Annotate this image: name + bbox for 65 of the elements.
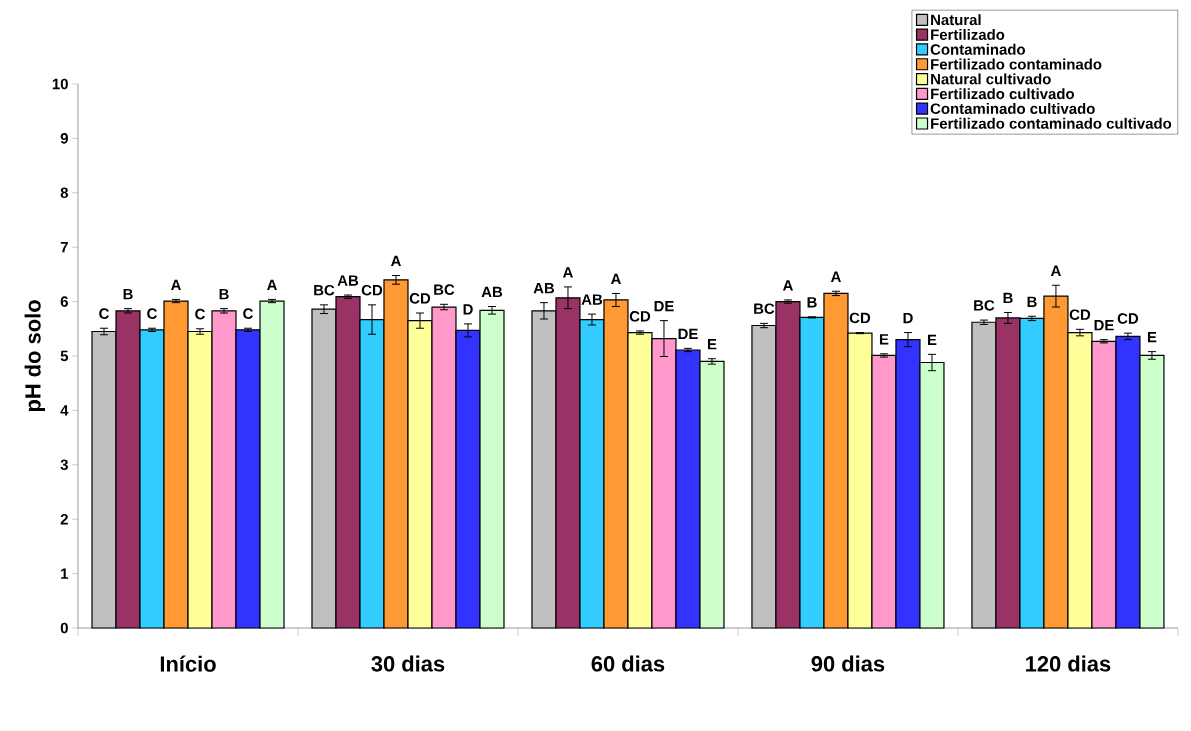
y-tick-label: 7	[60, 242, 68, 253]
x-tick-label: 120 dias	[1026, 655, 1111, 672]
data-label: C	[99, 308, 109, 319]
data-label: E	[927, 334, 937, 345]
y-tick-label: 8	[60, 187, 69, 199]
data-label: CD	[629, 311, 651, 322]
data-label: C	[195, 308, 205, 320]
data-label: C	[147, 308, 157, 319]
legend-label: Fertilizado cultivado	[931, 88, 1075, 100]
y-axis-title: pH do solo	[24, 300, 46, 412]
data-label: DE	[654, 300, 674, 312]
data-label: CD	[849, 312, 871, 324]
data-label: B	[807, 297, 817, 308]
data-label: B	[1027, 296, 1037, 307]
legend-label: Natural cultivado	[931, 73, 1051, 85]
data-label: DE	[1094, 320, 1114, 331]
legend-label: Natural	[931, 14, 981, 26]
data-label: CD	[1069, 309, 1091, 320]
data-label: AB	[533, 283, 555, 294]
data-label: CD	[361, 284, 383, 296]
data-label: B	[219, 289, 229, 300]
data-label: B	[123, 289, 133, 300]
legend-label: Fertilizado	[931, 28, 1005, 40]
y-tick-label: 6	[60, 296, 68, 307]
data-label: E	[1147, 331, 1157, 343]
data-label: D	[903, 312, 913, 324]
data-label: A	[830, 271, 841, 282]
data-label: A	[610, 273, 621, 285]
legend-label: Fertilizado contaminado	[931, 58, 1102, 70]
data-label: A	[266, 279, 277, 291]
y-tick-label: 2	[60, 513, 68, 525]
data-label: CD	[1117, 313, 1139, 324]
data-label: A	[170, 279, 181, 291]
data-label: CD	[409, 293, 431, 304]
data-label: BC	[314, 284, 335, 296]
y-tick-label: 5	[60, 350, 69, 362]
y-tick-label: 3	[60, 459, 68, 471]
legend-label: Contaminado	[930, 43, 1026, 55]
data-label: A	[1050, 265, 1061, 276]
data-label: DE	[678, 328, 698, 340]
legend-label: Contaminado cultivado	[930, 103, 1095, 114]
data-label: BC	[754, 303, 775, 314]
legend-label: Fertilizado contaminado cultivado	[931, 117, 1172, 129]
data-label: B	[1003, 292, 1013, 304]
y-tick-label: 9	[60, 133, 68, 144]
y-tick-label: 0	[60, 622, 68, 634]
data-label: AB	[581, 294, 603, 305]
data-label: BC	[974, 300, 995, 311]
data-label: A	[562, 267, 573, 278]
data-label: E	[879, 334, 889, 345]
x-tick-label: 90 dias	[811, 655, 885, 672]
y-tick-label: 4	[60, 405, 69, 416]
data-label: D	[463, 304, 473, 315]
y-tick-label: 1	[61, 568, 69, 579]
x-tick-label: 30 dias	[371, 655, 445, 672]
data-label: AB	[481, 286, 503, 298]
data-label: C	[243, 308, 253, 319]
y-tick-label: 10	[52, 78, 68, 90]
x-tick-label: Início	[160, 655, 216, 672]
data-label: AB	[337, 275, 359, 286]
data-label: A	[782, 280, 793, 291]
data-label: E	[707, 339, 717, 350]
data-label: A	[390, 255, 401, 267]
data-label: BC	[434, 284, 455, 295]
x-tick-label: 60 dias	[591, 655, 665, 672]
